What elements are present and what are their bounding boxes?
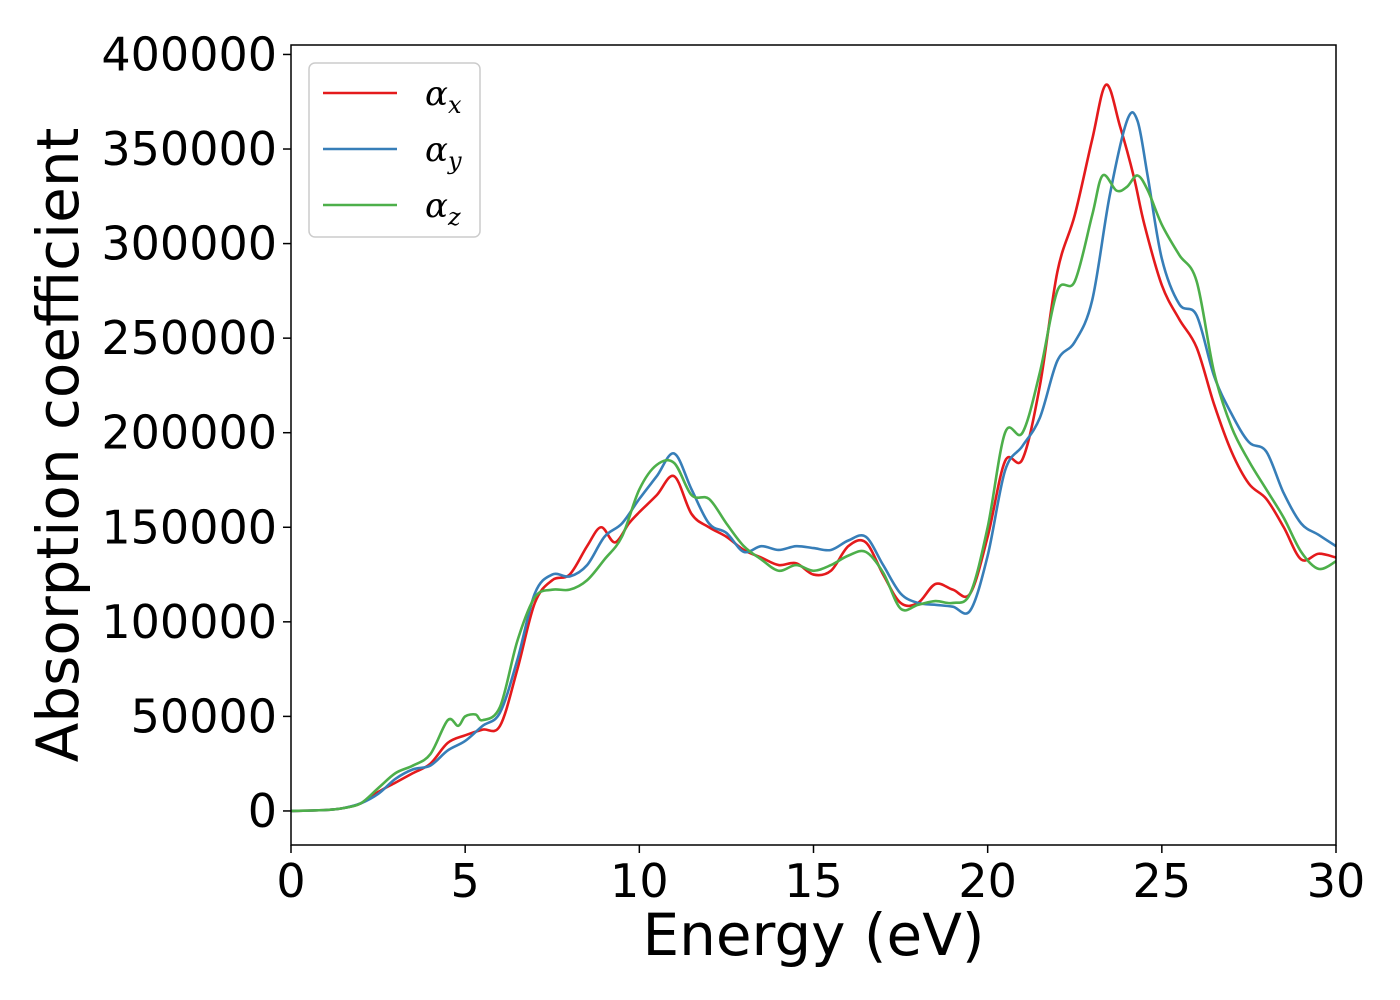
x-tick-label: 15	[784, 854, 843, 908]
x-tick-label: 20	[958, 854, 1017, 908]
y-tick-label: 400000	[101, 27, 277, 81]
legend-label: αz	[425, 186, 461, 231]
series-line-z	[291, 173, 1336, 813]
x-tick-label: 10	[610, 854, 669, 908]
y-tick-label: 350000	[101, 122, 277, 176]
y-tick-label: 100000	[101, 595, 277, 649]
y-tick-label: 0	[248, 784, 277, 838]
series-layer	[291, 83, 1336, 813]
x-axis-label: Energy (eV)	[642, 901, 984, 969]
x-tick-label: 25	[1133, 854, 1192, 908]
legend-label: αx	[425, 74, 462, 119]
legend-label: αy	[425, 130, 462, 175]
series-line-y	[291, 111, 1336, 813]
y-tick-label: 250000	[101, 311, 277, 365]
y-axis-label: Absorption coefficient	[24, 128, 92, 763]
y-tick-label: 200000	[101, 406, 277, 460]
y-axis: 0 50000 100000 150000 200000 250000 300000 3500…	[101, 27, 291, 838]
legend: αx αy αz	[308, 62, 481, 238]
x-tick-label: 0	[276, 854, 305, 908]
x-tick-label: 5	[451, 854, 480, 908]
y-tick-label: 50000	[131, 689, 277, 743]
x-tick-label: 30	[1307, 854, 1366, 908]
x-axis: 0 5 10 15 20 25 30	[276, 845, 1365, 908]
series-line-x	[291, 83, 1336, 813]
y-tick-label: 300000	[101, 217, 277, 271]
y-tick-label: 150000	[101, 500, 277, 554]
